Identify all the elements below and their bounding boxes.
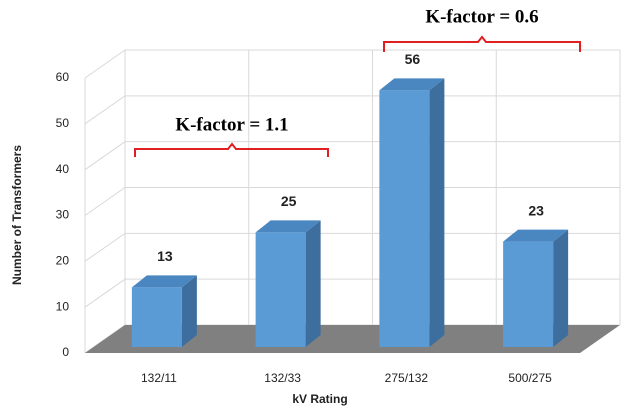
grid-line (84, 278, 620, 308)
x-axis-label: kV Rating (292, 392, 347, 406)
bar-side (181, 275, 197, 347)
value-label: 25 (281, 193, 297, 209)
grid-line (84, 187, 620, 216)
bar-top (379, 78, 445, 91)
x-tick-label: 132/11 (141, 371, 177, 385)
bar-front (131, 287, 182, 347)
value-label: 56 (405, 51, 421, 67)
bar-front (379, 90, 430, 347)
bar (379, 78, 445, 347)
bar (503, 229, 569, 347)
x-tick-label: 500/275 (508, 371, 552, 385)
grid-line (84, 95, 620, 125)
y-tick-label: 60 (56, 70, 70, 84)
grid-line (84, 49, 620, 79)
bracket (134, 142, 329, 157)
y-tick-label: 0 (62, 345, 69, 359)
bar-front (503, 241, 554, 347)
annotation: K-factor = 0.6 (425, 6, 538, 27)
y-tick-label: 30 (56, 208, 70, 222)
bar (255, 220, 321, 347)
bar-front (255, 232, 306, 347)
bar (131, 275, 197, 347)
bar-side (553, 229, 569, 347)
bar-side (305, 220, 321, 347)
bar-side (429, 78, 445, 347)
y-tick-label: 50 (56, 116, 70, 130)
x-tick-label: 132/33 (264, 371, 301, 385)
x-tick-label: 275/132 (385, 371, 429, 385)
y-tick-label: 20 (56, 254, 70, 268)
plot: 0 10 20 30 40 50 60 132/11 13 132/33 25 275/132 56 50… (56, 49, 621, 385)
grid-line (84, 141, 620, 171)
annotation: K-factor = 1.1 (175, 114, 288, 135)
value-label: 23 (528, 202, 544, 218)
grid-line (84, 232, 620, 262)
floor (85, 325, 620, 353)
bracket (383, 35, 581, 52)
value-label: 13 (157, 248, 173, 264)
y-tick-label: 40 (56, 162, 70, 176)
y-tick-label: 10 (56, 299, 70, 313)
annotation-brackets (134, 35, 581, 157)
y-axis-label: Number of Transformers (10, 145, 24, 285)
bar-top (503, 229, 569, 242)
bar-top (255, 220, 321, 233)
bar-top (131, 275, 197, 288)
